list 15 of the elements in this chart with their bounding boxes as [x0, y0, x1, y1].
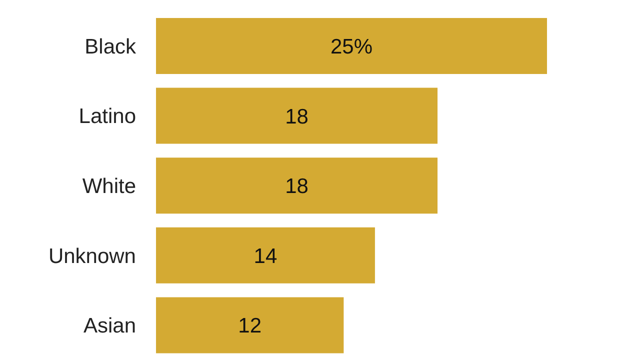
bar — [156, 88, 438, 144]
data-label: 18 — [285, 175, 308, 198]
y-tick-label: Black — [84, 35, 136, 58]
data-label: 14 — [254, 244, 278, 268]
data-label: 12 — [238, 314, 262, 338]
bar — [156, 297, 344, 354]
y-tick-label: Asian — [83, 314, 136, 338]
bar — [156, 227, 375, 284]
y-tick-label: Unknown — [48, 244, 136, 268]
data-label: 25% — [330, 35, 373, 58]
y-tick-label: White — [82, 174, 136, 198]
data-label: 18 — [285, 105, 308, 128]
bar — [156, 18, 547, 74]
bar — [156, 158, 438, 214]
y-tick-label: Latino — [78, 105, 136, 128]
